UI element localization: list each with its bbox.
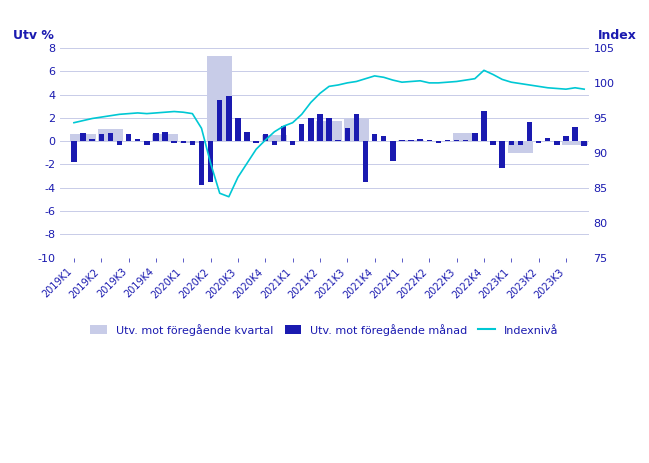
- Bar: [563, 137, 569, 141]
- Bar: [472, 133, 478, 141]
- Bar: [108, 133, 113, 141]
- Bar: [180, 141, 186, 144]
- Bar: [180, 141, 205, 144]
- Bar: [208, 141, 214, 182]
- Bar: [144, 141, 149, 144]
- Bar: [263, 134, 268, 141]
- Bar: [481, 111, 487, 141]
- Bar: [153, 134, 178, 141]
- Bar: [272, 141, 277, 144]
- Bar: [171, 141, 177, 144]
- Bar: [70, 134, 96, 141]
- Bar: [435, 141, 441, 144]
- Bar: [398, 140, 424, 141]
- Bar: [80, 133, 86, 141]
- Bar: [190, 141, 195, 144]
- Bar: [207, 56, 232, 141]
- Bar: [217, 100, 223, 141]
- Bar: [126, 134, 131, 141]
- Bar: [235, 118, 241, 141]
- Bar: [317, 114, 323, 141]
- Bar: [509, 141, 514, 144]
- Bar: [426, 140, 432, 141]
- Bar: [308, 118, 313, 141]
- Bar: [336, 140, 341, 141]
- Bar: [508, 141, 533, 153]
- Bar: [162, 132, 168, 141]
- Bar: [363, 141, 368, 182]
- Bar: [253, 141, 259, 144]
- Bar: [262, 135, 287, 141]
- Bar: [199, 141, 204, 185]
- Bar: [572, 127, 578, 141]
- Bar: [299, 124, 304, 141]
- Text: Index: Index: [598, 29, 636, 42]
- Legend: Utv. mot föregående kvartal, Utv. mot föregående månad, Indexnivå: Utv. mot föregående kvartal, Utv. mot fö…: [86, 319, 563, 340]
- Bar: [527, 123, 532, 141]
- Bar: [463, 140, 469, 141]
- Bar: [399, 140, 405, 141]
- Bar: [554, 141, 559, 144]
- Bar: [500, 141, 505, 168]
- Bar: [290, 141, 295, 144]
- Bar: [453, 133, 478, 141]
- Bar: [226, 96, 232, 141]
- Bar: [408, 140, 414, 141]
- Bar: [454, 140, 459, 141]
- Bar: [153, 133, 158, 141]
- Bar: [135, 139, 140, 141]
- Bar: [582, 141, 587, 146]
- Bar: [390, 141, 396, 161]
- Bar: [90, 139, 95, 141]
- Bar: [354, 114, 359, 141]
- Bar: [417, 139, 423, 141]
- Text: Utv %: Utv %: [13, 29, 54, 42]
- Bar: [343, 118, 369, 141]
- Bar: [518, 141, 523, 144]
- Bar: [445, 140, 450, 141]
- Bar: [536, 141, 541, 144]
- Bar: [326, 118, 332, 141]
- Bar: [345, 128, 350, 141]
- Bar: [562, 141, 588, 144]
- Bar: [316, 121, 342, 141]
- Bar: [244, 132, 250, 141]
- Bar: [491, 141, 496, 144]
- Bar: [381, 137, 386, 141]
- Bar: [281, 126, 286, 141]
- Bar: [372, 134, 377, 141]
- Bar: [117, 141, 122, 144]
- Bar: [71, 141, 77, 162]
- Bar: [97, 130, 123, 141]
- Bar: [545, 138, 550, 141]
- Bar: [99, 134, 104, 141]
